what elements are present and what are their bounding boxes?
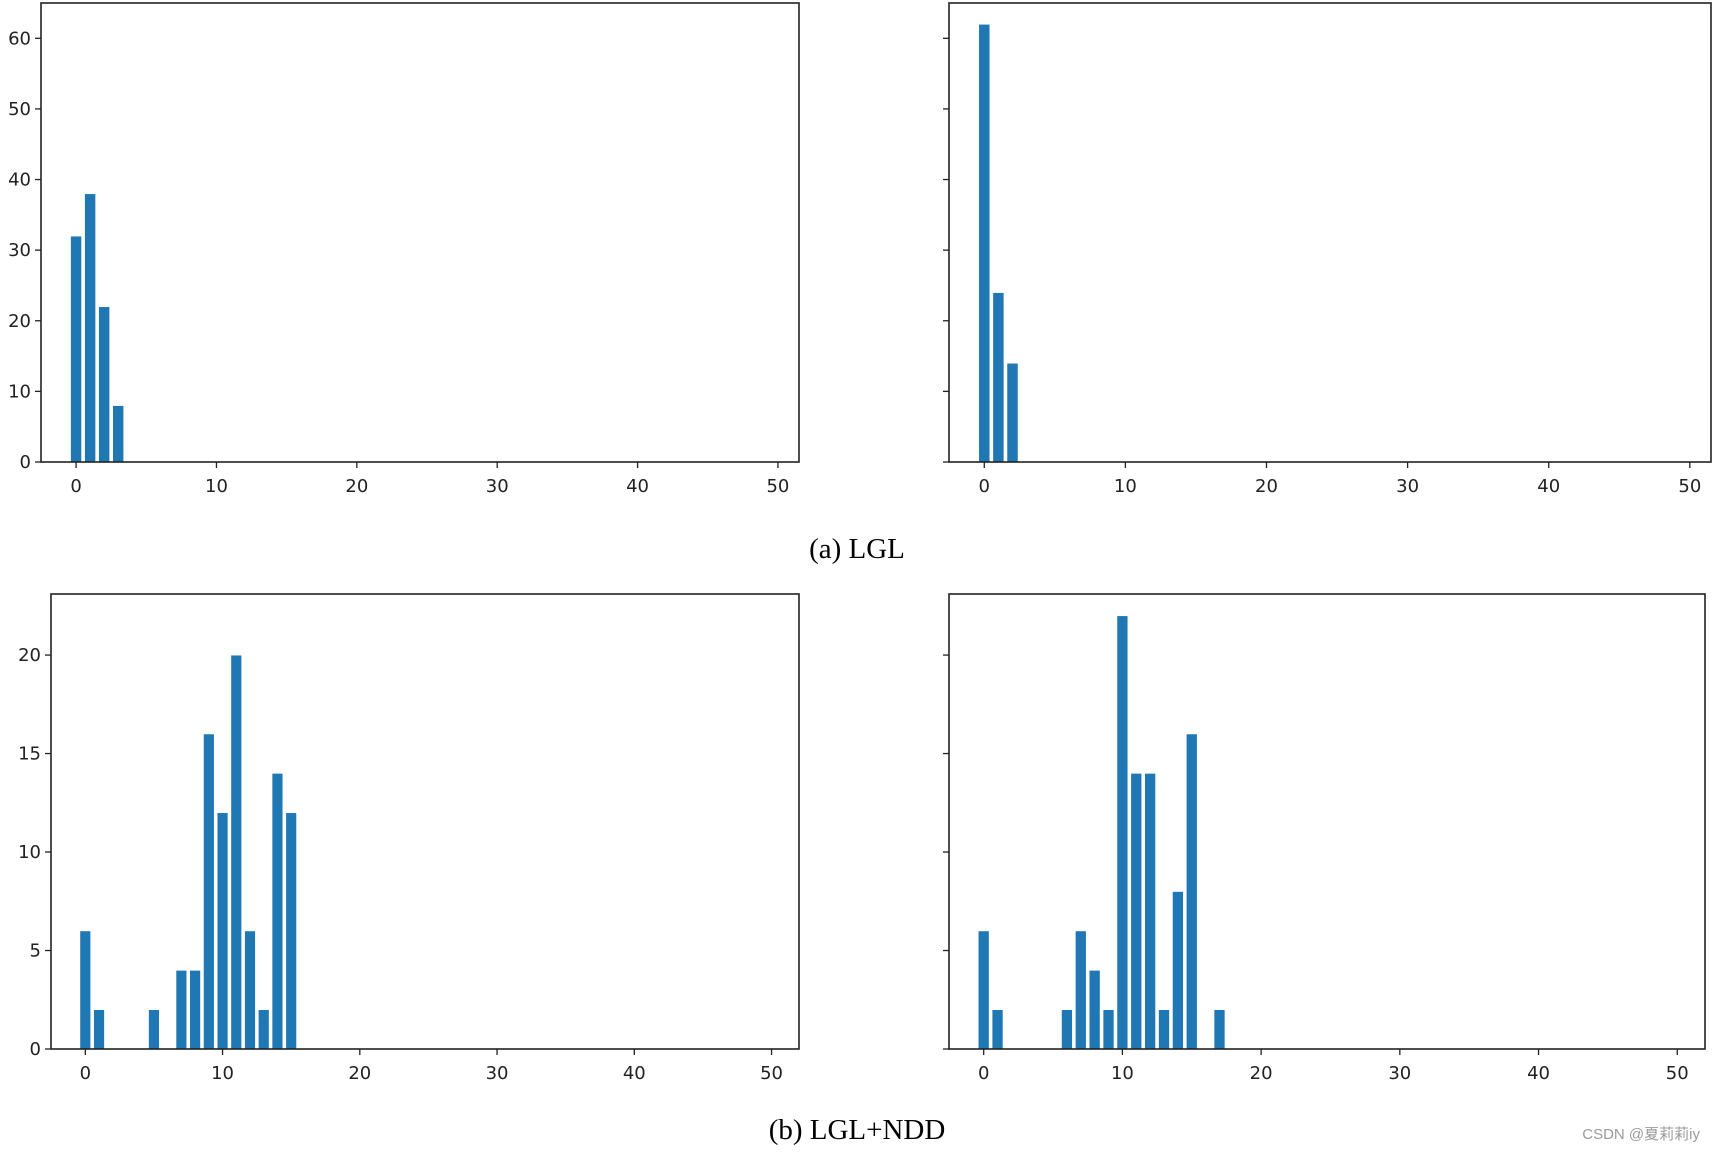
bar (1158, 1009, 1170, 1050)
y-tick-label: 50 (8, 99, 31, 120)
bar (991, 1009, 1004, 1050)
x-tick-label: 40 (626, 476, 649, 497)
bar (175, 969, 188, 1050)
bars (79, 654, 298, 1050)
bar (148, 1009, 160, 1050)
x-tick-label: 0 (979, 476, 990, 497)
y-tick-label: 20 (18, 645, 41, 666)
y-tick-label: 10 (8, 381, 31, 402)
plot-lgl-ndd-right: 0 10 20 30 40 50 (857, 580, 1714, 1100)
bar (79, 930, 92, 1050)
bar (1116, 615, 1129, 1050)
axes-frame (948, 593, 1706, 1050)
x-tick-label: 30 (486, 476, 509, 497)
y-tick-label: 5 (30, 941, 41, 962)
x-tick-label: 20 (1255, 476, 1278, 497)
bar (271, 772, 284, 1050)
y-tick-label: 10 (18, 842, 41, 863)
bar-chart-lgl-ndd-right: 0 10 20 30 40 50 (943, 593, 1706, 1084)
bar-chart-lgl-right: 0 10 20 30 40 50 (943, 2, 1712, 497)
x-tick-label: 20 (1250, 1063, 1273, 1084)
y-tick-label: 40 (8, 170, 31, 191)
x-tick-label: 50 (766, 476, 789, 497)
axes-frame (40, 2, 800, 463)
bar (1088, 969, 1101, 1050)
bar (84, 193, 97, 463)
x-tick-label: 20 (348, 1063, 371, 1084)
y-tick-label: 15 (18, 744, 41, 765)
y-tick-label: 0 (20, 452, 31, 473)
x-tick-label: 30 (1388, 1063, 1411, 1084)
x-tick-label: 40 (1527, 1063, 1550, 1084)
x-tick-label: 20 (345, 476, 368, 497)
bar (1130, 772, 1143, 1050)
x-tick-label: 50 (1678, 476, 1701, 497)
bar-chart-lgl-ndd-left: 0 10 20 30 40 50 0 5 10 15 20 (18, 593, 800, 1084)
bars (70, 193, 125, 463)
x-tick-label: 10 (211, 1063, 234, 1084)
bar (978, 23, 991, 463)
bar (112, 405, 125, 463)
bar (216, 812, 229, 1050)
watermark: CSDN @夏莉莉iy (1582, 1126, 1700, 1143)
caption-a: (a) LGL (809, 533, 905, 565)
bar (1185, 733, 1198, 1050)
bar (244, 930, 256, 1050)
bar (1074, 930, 1087, 1050)
bar (1213, 1009, 1226, 1050)
axes-frame (50, 593, 800, 1050)
x-tick-label: 10 (1114, 476, 1137, 497)
x-tick-label: 10 (205, 476, 228, 497)
axes-frame (948, 2, 1712, 463)
x-tick-label: 0 (70, 476, 81, 497)
x-tick-label: 40 (623, 1063, 646, 1084)
y-tick-label: 20 (8, 311, 31, 332)
bar (977, 930, 990, 1050)
x-tick-label: 40 (1537, 476, 1560, 497)
bar (1144, 772, 1157, 1050)
x-tick-label: 0 (978, 1063, 989, 1084)
y-tick-label: 30 (8, 240, 31, 261)
x-tick-label: 50 (760, 1063, 783, 1084)
x-tick-label: 30 (1396, 476, 1419, 497)
bar (70, 235, 83, 463)
bar (230, 654, 243, 1050)
plot-lgl-right: 0 10 20 30 40 50 (857, 0, 1714, 520)
x-tick-label: 50 (1666, 1063, 1689, 1084)
bar (93, 1009, 105, 1050)
bars (977, 615, 1226, 1050)
bar (1006, 362, 1019, 463)
bars (978, 23, 1019, 463)
bar (285, 812, 298, 1050)
caption-b: (b) LGL+NDD (768, 1114, 946, 1146)
x-tick-label: 0 (80, 1063, 91, 1084)
plot-lgl-left: 0 10 20 30 40 50 0 10 20 30 40 50 60 (0, 0, 857, 520)
bar (257, 1009, 270, 1050)
plot-lgl-ndd-left: 0 10 20 30 40 50 0 5 10 15 20 (0, 580, 857, 1100)
x-tick-label: 30 (486, 1063, 509, 1084)
bar (1171, 891, 1184, 1050)
bar (1102, 1009, 1115, 1050)
bar (992, 292, 1005, 463)
y-tick-label: 0 (30, 1039, 41, 1060)
x-tick-label: 10 (1111, 1063, 1134, 1084)
y-tick-label: 60 (8, 28, 31, 49)
bar (98, 306, 111, 463)
bar (202, 733, 215, 1050)
bar (1060, 1009, 1073, 1050)
bar-chart-lgl-left: 0 10 20 30 40 50 0 10 20 30 40 50 60 (8, 2, 800, 497)
bar (189, 969, 201, 1050)
